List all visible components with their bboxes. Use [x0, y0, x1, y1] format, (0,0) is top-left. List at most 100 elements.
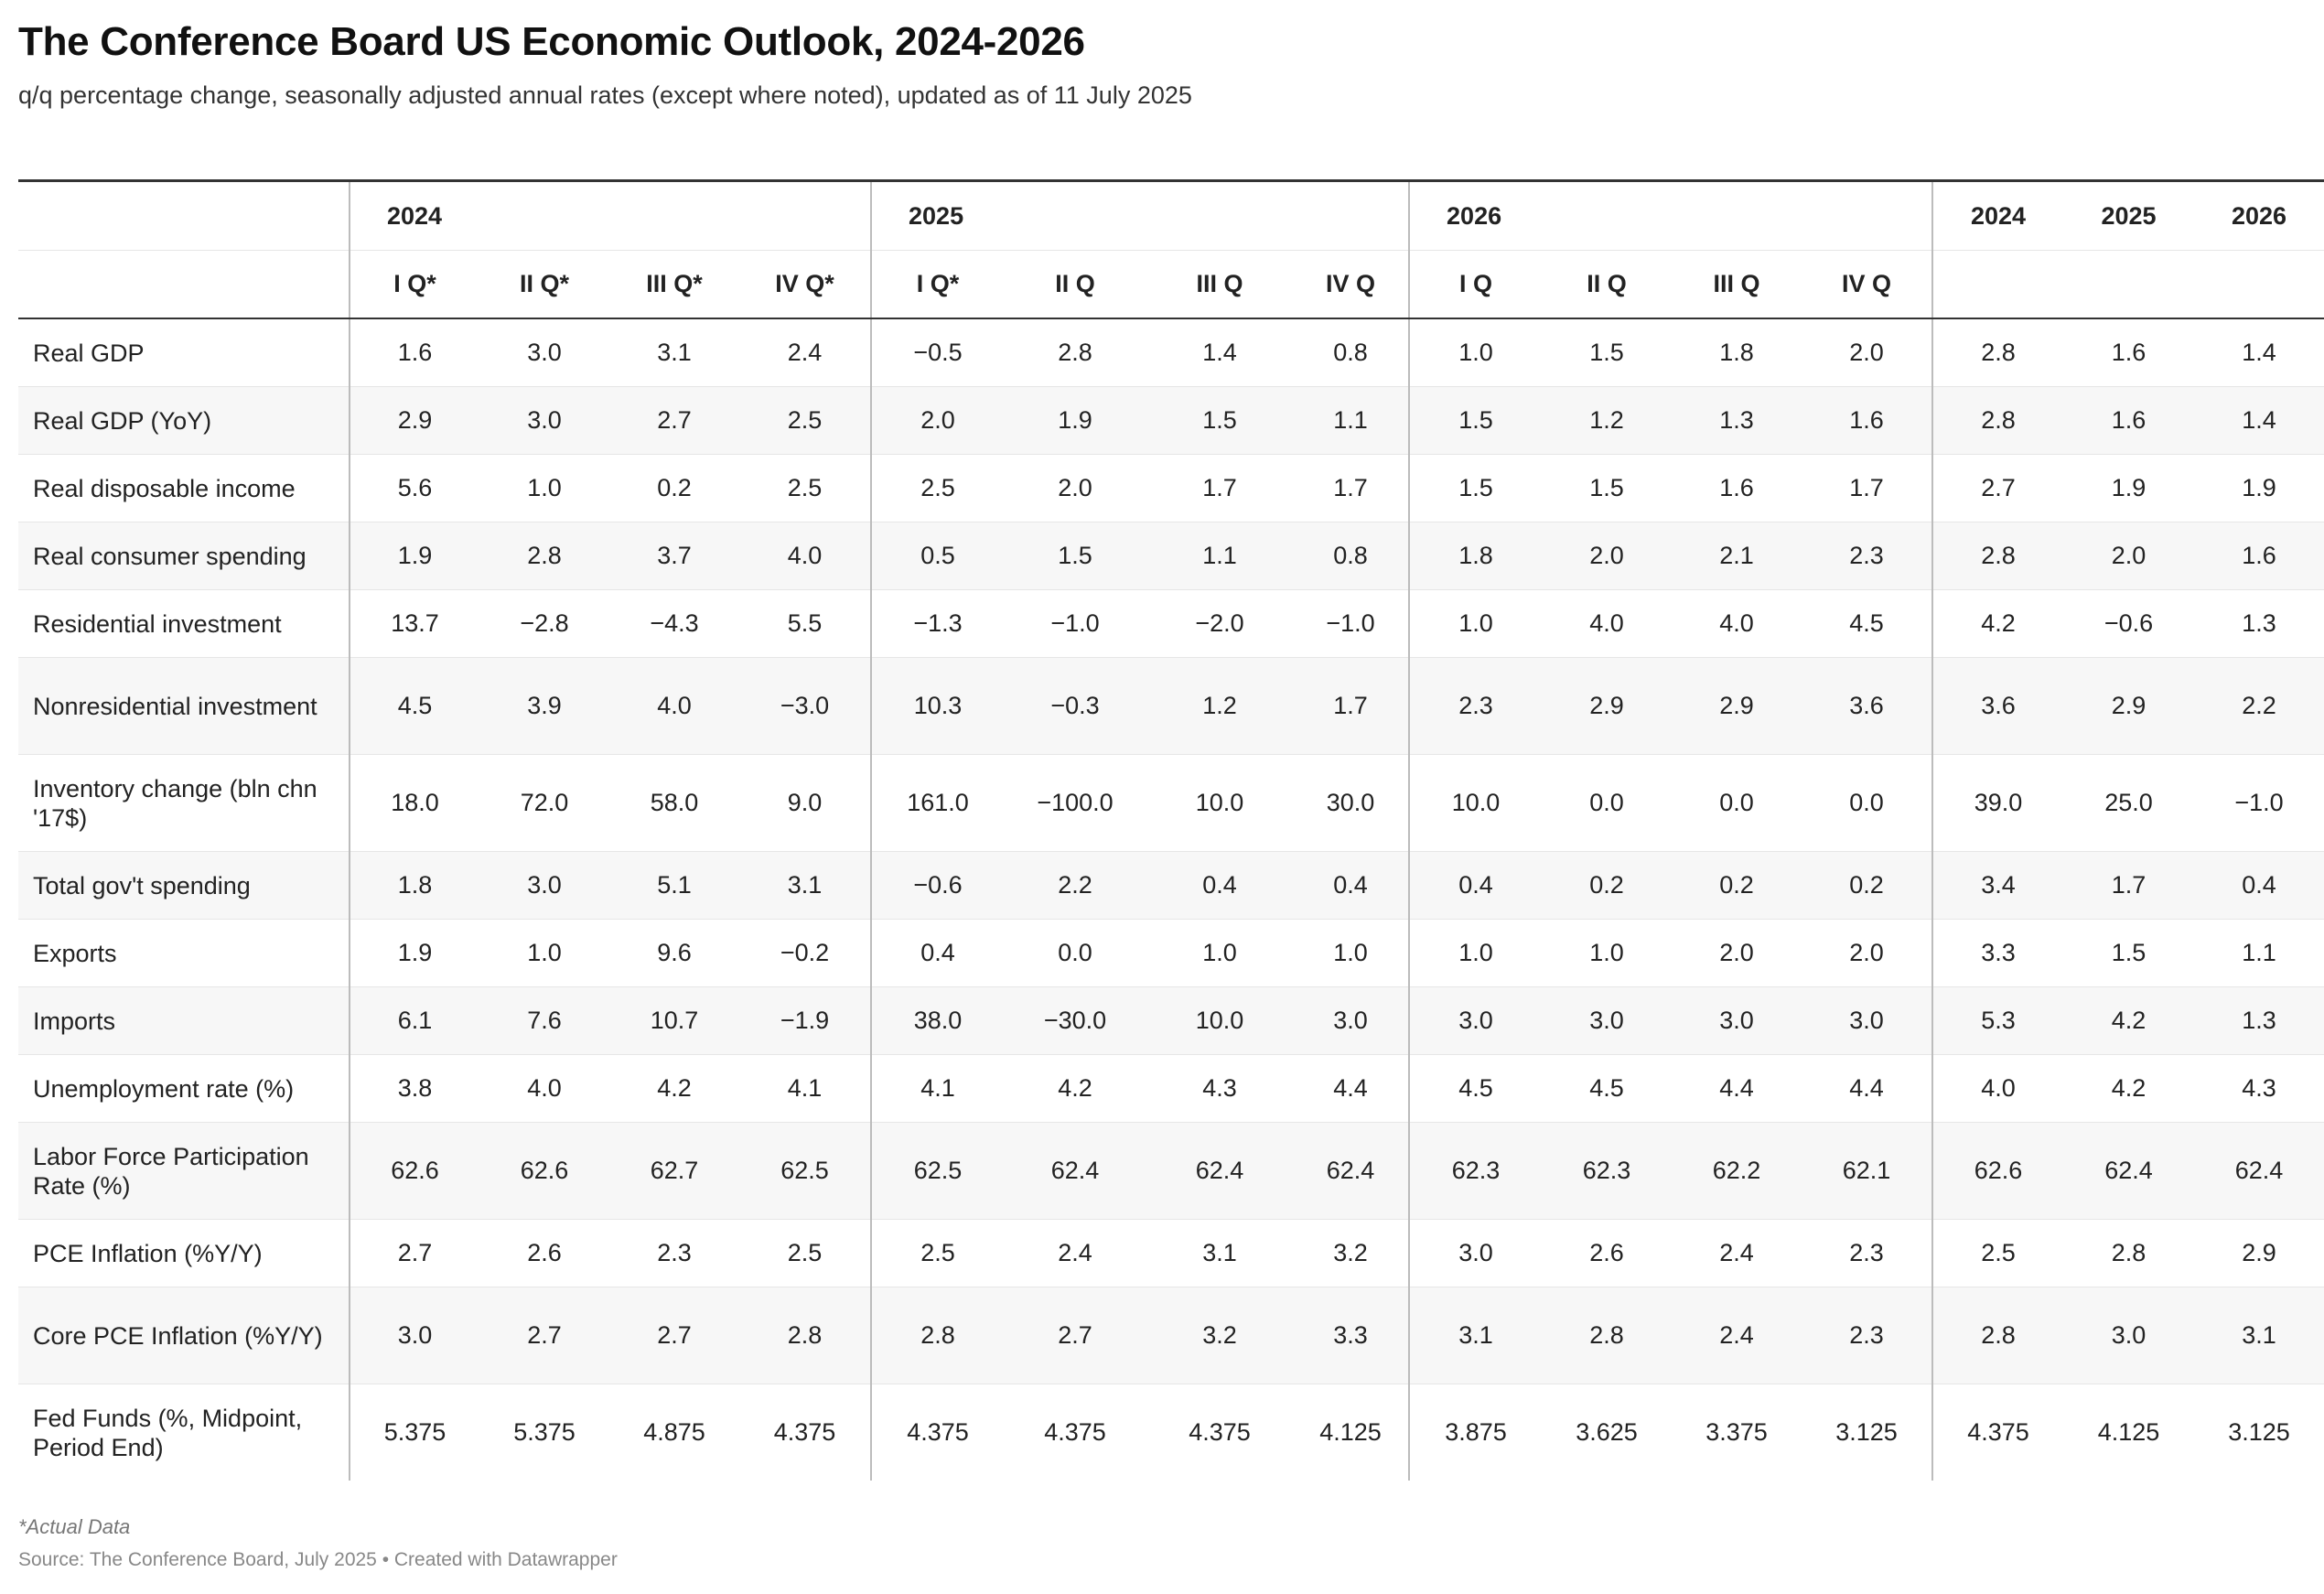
table-cell: 4.5: [349, 657, 479, 755]
table-cell: 2.5: [1931, 1219, 2064, 1287]
annual-year-header: 2024: [1931, 180, 2064, 251]
table-cell: 1.9: [349, 522, 479, 590]
table-cell: 1.2: [1542, 386, 1673, 455]
table-cell: −0.6: [870, 851, 1005, 920]
table-cell: 1.6: [1802, 386, 1933, 455]
table-cell: 62.4: [1293, 1122, 1410, 1220]
table-cell: 3.0: [349, 1287, 479, 1384]
table-cell: 62.4: [2194, 1122, 2324, 1220]
table-cell: 10.0: [1146, 754, 1294, 852]
table-cell: 2.9: [2063, 657, 2195, 755]
table-cell: 62.5: [870, 1122, 1005, 1220]
quarter-header: IV Q: [1293, 250, 1410, 319]
table-cell: 5.375: [349, 1384, 479, 1481]
table-cell: 1.2: [1146, 657, 1294, 755]
table-cell: 4.4: [1672, 1054, 1802, 1123]
table-cell: 1.5: [2063, 919, 2195, 987]
table-cell: 2.8: [870, 1287, 1005, 1384]
table-cell: 1.8: [1672, 318, 1802, 387]
table-cell: 1.7: [1802, 454, 1933, 522]
table-cell: 1.4: [2194, 318, 2324, 387]
table-cell: 2.8: [1931, 318, 2064, 387]
table-cell: 1.5: [1146, 386, 1294, 455]
header-blank: [18, 180, 350, 251]
table-cell: 0.8: [1293, 522, 1410, 590]
table-cell: 0.4: [1408, 851, 1543, 920]
table-row: Total gov't spending 1.8 3.0 5.1 3.1 −0.6 2.2 0…: [18, 851, 2324, 920]
table-cell: 4.0: [1672, 589, 1802, 658]
table-cell: 18.0: [349, 754, 479, 852]
table-cell: 2.5: [739, 386, 872, 455]
table-cell: 3.0: [1408, 1219, 1543, 1287]
table-cell: 1.0: [1408, 589, 1543, 658]
table-cell: −1.3: [870, 589, 1005, 658]
table-row: Fed Funds (%, Midpoint, Period End) 5.375…: [18, 1384, 2324, 1481]
table-cell: 62.6: [349, 1122, 479, 1220]
row-label: Fed Funds (%, Midpoint, Period End): [33, 1404, 303, 1461]
table-cell: 1.1: [1146, 522, 1294, 590]
table-cell: 2.8: [1931, 522, 2064, 590]
table-cell: 2.9: [2194, 1219, 2324, 1287]
outlook-table: 2024 2025 2026 2024 2025 2026 I Q* II Q* I…: [18, 179, 2324, 1481]
row-label: Core PCE Inflation (%Y/Y): [18, 1287, 350, 1384]
table-cell: −0.6: [2063, 589, 2195, 658]
table-cell: 2.3: [609, 1219, 739, 1287]
table-cell: 1.7: [2063, 851, 2195, 920]
table-cell: 1.9: [2194, 454, 2324, 522]
table-cell: 1.1: [2194, 919, 2324, 987]
table-cell: 1.8: [349, 851, 479, 920]
table-cell: −1.0: [2194, 754, 2324, 852]
table-cell: 4.875: [643, 1418, 705, 1446]
table-cell: 62.3: [1542, 1122, 1673, 1220]
table-cell: 1.6: [2194, 522, 2324, 590]
table-cell: 39.0: [1931, 754, 2064, 852]
quarter-header: II Q: [1004, 250, 1147, 319]
table-cell: 4.375: [870, 1384, 1005, 1481]
annual-year-header: 2025: [2063, 180, 2195, 251]
table-cell: 1.0: [1408, 318, 1543, 387]
table-cell: 2.1: [1672, 522, 1802, 590]
table-cell: 1.0: [1408, 919, 1543, 987]
table-cell: 2.8: [1931, 1287, 2064, 1384]
quarter-header: III Q: [1146, 250, 1294, 319]
table-cell: 3.3: [1293, 1287, 1410, 1384]
table-cell: 1.5: [1004, 522, 1147, 590]
table-cell: 3.4: [1931, 851, 2064, 920]
table-row: PCE Inflation (%Y/Y) 2.7 2.6 2.3 2.5 2.5 2.4 3.…: [18, 1219, 2324, 1287]
table-cell: 161.0: [870, 754, 1005, 852]
table-row: Nonresidential investment 4.5 3.9 4.0 −3.0 10…: [18, 657, 2324, 755]
quarter-header: I Q*: [349, 250, 479, 319]
table-cell: 3.125: [2228, 1418, 2290, 1446]
table-cell: 10.0: [1146, 986, 1294, 1055]
table-cell: 1.0: [1542, 919, 1673, 987]
table-cell: 1.4: [1146, 318, 1294, 387]
table-cell: 1.0: [479, 454, 609, 522]
table-cell: 5.6: [349, 454, 479, 522]
table-cell: 3.0: [1408, 986, 1543, 1055]
table-cell: 3.2: [1146, 1287, 1294, 1384]
year-group-header: 2024: [348, 180, 872, 251]
quarter-header: IV Q: [1802, 250, 1933, 319]
table-cell: 4.1: [870, 1054, 1005, 1123]
table-cell: 4.4: [1293, 1054, 1410, 1123]
table-cell: 0.5: [870, 522, 1005, 590]
table-cell: 2.6: [479, 1219, 609, 1287]
table-row: Unemployment rate (%) 3.8 4.0 4.2 4.1 4.1 4.2 4…: [18, 1054, 2324, 1123]
table-cell: 62.6: [1931, 1122, 2064, 1220]
table-cell: 62.4: [1146, 1122, 1294, 1220]
table-cell: 2.4: [1672, 1287, 1802, 1384]
table-cell: 3.625: [1576, 1418, 1638, 1446]
table-cell: 2.3: [1408, 657, 1543, 755]
table-cell: 0.2: [1672, 851, 1802, 920]
table-cell: 2.7: [479, 1287, 609, 1384]
table-cell: 0.0: [1672, 754, 1802, 852]
table-cell: 2.3: [1802, 522, 1933, 590]
table-cell: −2.0: [1146, 589, 1294, 658]
table-cell: 2.0: [1004, 454, 1147, 522]
table-cell: 1.9: [2063, 454, 2195, 522]
table-cell: 1.1: [1293, 386, 1410, 455]
table-cell: 2.7: [609, 1287, 739, 1384]
table-cell: 2.6: [1542, 1219, 1673, 1287]
table-cell: 5.375: [513, 1418, 576, 1446]
